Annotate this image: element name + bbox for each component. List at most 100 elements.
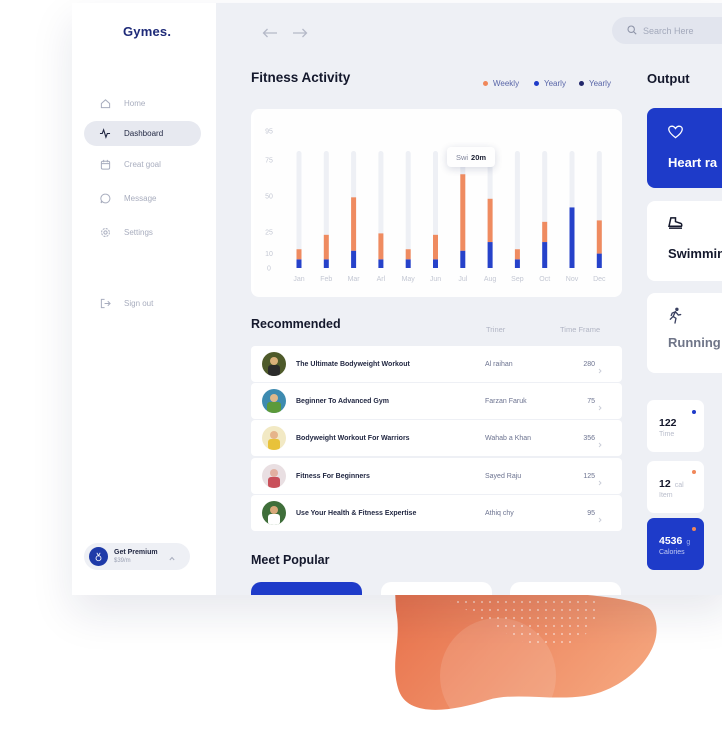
legend-label: Weekly bbox=[493, 79, 520, 88]
get-premium-button[interactable]: Get Premium $39/m bbox=[84, 543, 190, 570]
table-row[interactable]: Beginner To Advanced Gym Farzan Faruk 75 bbox=[251, 383, 622, 419]
chevron-right-icon bbox=[598, 473, 602, 491]
app-window: Gymes. Home Dashboard Creat goal bbox=[72, 3, 722, 595]
popular-card[interactable] bbox=[381, 582, 492, 595]
activity-chart-card: 0 10 25 50 75 95 Jan Feb Mar Arl May Jun Jul Aug Sep Oc… bbox=[251, 109, 622, 297]
stat-label: Time bbox=[659, 431, 675, 438]
gear-icon bbox=[98, 226, 112, 240]
stat-value: 12 cal bbox=[659, 478, 684, 490]
bar-segment[interactable] bbox=[487, 198, 493, 243]
workout-thumbnail bbox=[262, 352, 286, 376]
table-row[interactable]: Fitness For Beginners Sayed Raju 125 bbox=[251, 458, 622, 494]
stat-card-item[interactable]: 12 cal Item bbox=[647, 461, 704, 513]
bar-segment[interactable] bbox=[460, 174, 466, 251]
bar-segment[interactable] bbox=[323, 234, 329, 260]
activity-icon bbox=[98, 127, 112, 141]
bar-segment[interactable] bbox=[514, 259, 520, 268]
search-icon bbox=[627, 22, 637, 40]
legend-dot bbox=[534, 81, 539, 86]
app-logo[interactable]: Gymes. bbox=[123, 24, 172, 39]
search-input[interactable]: Search Here bbox=[612, 17, 722, 44]
workout-name: Beginner To Advanced Gym bbox=[296, 397, 389, 405]
workout-thumbnail bbox=[262, 501, 286, 525]
bar-segment[interactable] bbox=[460, 250, 466, 268]
sign-out-icon bbox=[98, 297, 112, 311]
legend-item-yearly[interactable]: Yearly bbox=[534, 79, 566, 88]
bar-segment[interactable] bbox=[405, 249, 411, 260]
bar-segment[interactable] bbox=[596, 220, 602, 254]
time-frame: 75 bbox=[587, 397, 595, 405]
bar-segment[interactable] bbox=[596, 253, 602, 268]
stat-unit: cal bbox=[674, 482, 684, 489]
chevron-right-icon bbox=[598, 510, 602, 528]
y-tick-label: 50 bbox=[265, 193, 273, 200]
x-tick-label: Jul bbox=[458, 276, 467, 283]
workout-name: Fitness For Beginners bbox=[296, 472, 370, 480]
sidebar-item-home[interactable]: Home bbox=[84, 91, 201, 116]
sidebar-item-sign-out[interactable]: Sign out bbox=[84, 291, 201, 316]
workout-thumbnail bbox=[262, 464, 286, 488]
home-icon bbox=[98, 97, 112, 111]
workout-name: Use Your Health & Fitness Expertise bbox=[296, 509, 417, 517]
tooltip-value: 20m bbox=[471, 152, 487, 162]
y-tick-label: 10 bbox=[265, 251, 273, 258]
bar-segment[interactable] bbox=[514, 249, 520, 260]
bar-segment[interactable] bbox=[569, 207, 575, 268]
legend-label: Yearly bbox=[544, 79, 566, 88]
x-tick-label: Jun bbox=[430, 276, 441, 283]
legend-label: Yearly bbox=[589, 79, 611, 88]
output-card-label: Running bbox=[668, 335, 721, 350]
bar-segment[interactable] bbox=[405, 259, 411, 268]
trainer-column-header: Triner bbox=[486, 325, 506, 334]
stat-dot bbox=[692, 527, 696, 531]
popular-card[interactable] bbox=[251, 582, 362, 595]
workout-name: Bodyweight Workout For Warriors bbox=[296, 434, 410, 442]
chart-tooltip: Swi 20m bbox=[447, 147, 495, 167]
sidebar-item-label: Sign out bbox=[124, 299, 154, 308]
workout-name: The Ultimate Bodyweight Workout bbox=[296, 360, 410, 368]
stat-card-calories[interactable]: 4536 g Calories bbox=[647, 518, 704, 570]
bar-segment[interactable] bbox=[542, 242, 548, 268]
sidebar-item-settings[interactable]: Settings bbox=[84, 220, 201, 245]
sidebar-item-dashboard[interactable]: Dashboard bbox=[84, 121, 201, 146]
table-row[interactable]: The Ultimate Bodyweight Workout Al raiha… bbox=[251, 346, 622, 382]
output-card-label: Swimmin bbox=[668, 246, 722, 261]
output-card-heart-rate[interactable]: Heart ra bbox=[647, 108, 722, 188]
bar-segment[interactable] bbox=[542, 221, 548, 243]
forward-arrow-icon[interactable] bbox=[292, 25, 308, 43]
output-card-running[interactable]: Running bbox=[647, 293, 722, 373]
bar-segment[interactable] bbox=[351, 250, 357, 268]
back-arrow-icon[interactable] bbox=[262, 25, 278, 43]
bar-segment[interactable] bbox=[433, 234, 438, 260]
stat-dot bbox=[692, 410, 696, 414]
legend-item-yearly-2[interactable]: Yearly bbox=[579, 79, 611, 88]
chevron-up-icon bbox=[169, 548, 175, 566]
y-tick-label: 0 bbox=[267, 266, 271, 273]
calendar-icon bbox=[98, 158, 112, 172]
bar-segment[interactable] bbox=[351, 197, 357, 251]
stat-card-time[interactable]: 122 Time bbox=[647, 400, 704, 452]
bar-segment[interactable] bbox=[433, 259, 438, 268]
bar-track bbox=[296, 151, 302, 268]
bar-segment[interactable] bbox=[378, 259, 384, 268]
bar-segment[interactable] bbox=[296, 249, 302, 260]
popular-card[interactable] bbox=[510, 582, 621, 595]
bar-segment[interactable] bbox=[323, 259, 329, 268]
stat-number: 4536 bbox=[659, 535, 683, 547]
table-row[interactable]: Use Your Health & Fitness Expertise Athi… bbox=[251, 495, 622, 531]
bar-segment[interactable] bbox=[296, 259, 302, 268]
heart-icon bbox=[668, 125, 683, 144]
time-frame: 356 bbox=[583, 434, 595, 442]
table-row[interactable]: Bodyweight Workout For Warriors Wahab a … bbox=[251, 420, 622, 456]
sidebar-item-message[interactable]: Message bbox=[84, 186, 201, 211]
x-tick-label: Aug bbox=[484, 276, 497, 283]
bar-segment[interactable] bbox=[378, 233, 384, 260]
legend-item-weekly[interactable]: Weekly bbox=[483, 79, 519, 88]
sidebar-item-creat-goal[interactable]: Creat goal bbox=[84, 152, 201, 177]
y-tick-label: 75 bbox=[265, 157, 273, 164]
time-frame-column-header: Time Frame bbox=[560, 325, 601, 334]
output-card-swimming[interactable]: Swimmin bbox=[647, 201, 722, 281]
bar-segment[interactable] bbox=[487, 242, 493, 268]
